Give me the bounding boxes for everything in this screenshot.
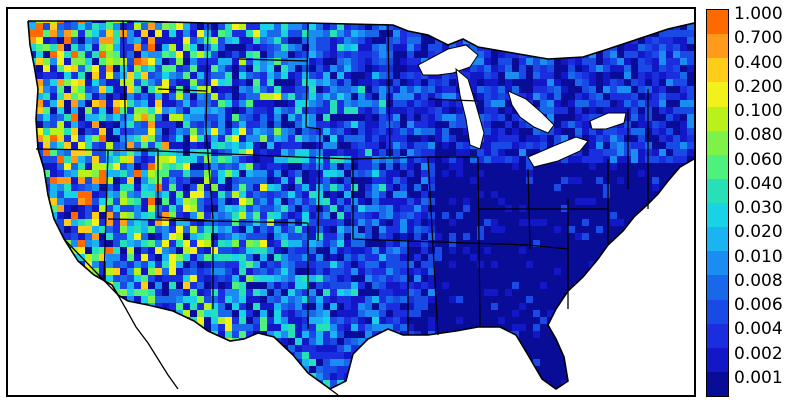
- colorbar-swatch: [707, 347, 728, 372]
- us-map-svg: [8, 9, 694, 395]
- colorbar-tick-label: 0.400: [734, 52, 783, 73]
- colorbar-swatch: [707, 299, 728, 324]
- colorbar-swatch: [707, 371, 728, 396]
- colorbar-swatch: [707, 178, 728, 203]
- colorbar-swatch: [707, 130, 728, 155]
- colorbar-swatch: [707, 58, 728, 83]
- colorbar-tick-label: 1.000: [734, 4, 783, 24]
- colorbar-swatch: [707, 82, 728, 107]
- colorbar-swatch: [707, 203, 728, 228]
- colorbar-swatch: [707, 251, 728, 276]
- colorbar-tick-label: 0.001: [734, 367, 783, 388]
- colorbar-tick-label: 0.700: [734, 28, 783, 49]
- colorbar-swatch: [707, 323, 728, 348]
- colorbar-tick-label: 0.080: [734, 125, 783, 146]
- colorbar-tick-label: 0.020: [734, 222, 783, 243]
- colorbar-tick-label: 0.006: [734, 295, 783, 315]
- colorbar-swatch: [707, 10, 728, 35]
- colorbar-tick-label: 0.030: [734, 198, 783, 218]
- great-lakes: [417, 44, 627, 168]
- coastline: [27, 20, 694, 390]
- colorbar: [706, 9, 729, 397]
- colorbar-swatch: [707, 34, 728, 59]
- colorbar-tick-label: 0.040: [734, 173, 783, 194]
- heatmap-map: [6, 7, 696, 397]
- colorbar-tick-label: 0.004: [734, 319, 783, 340]
- colorbar-tick-label: 0.100: [734, 101, 783, 121]
- colorbar-tick-label: 0.008: [734, 270, 783, 291]
- colorbar-tick-label: 0.060: [734, 149, 783, 170]
- colorbar-swatch: [707, 227, 728, 252]
- colorbar-swatch: [707, 106, 728, 131]
- colorbar-tick-label: 0.200: [734, 76, 783, 97]
- colorbar-tick-label: 0.002: [734, 343, 783, 364]
- colorbar-swatch: [707, 275, 728, 300]
- gulf-coast-mexico: [329, 388, 339, 395]
- colorbar-labels: 1.000 0.700 0.400 0.200 0.100 0.080 0.060 0.040…: [734, 0, 800, 403]
- baja-coast: [117, 294, 179, 390]
- state-borders: [35, 20, 649, 336]
- colorbar-swatch: [707, 154, 728, 179]
- colorbar-tick-label: 0.010: [734, 246, 783, 267]
